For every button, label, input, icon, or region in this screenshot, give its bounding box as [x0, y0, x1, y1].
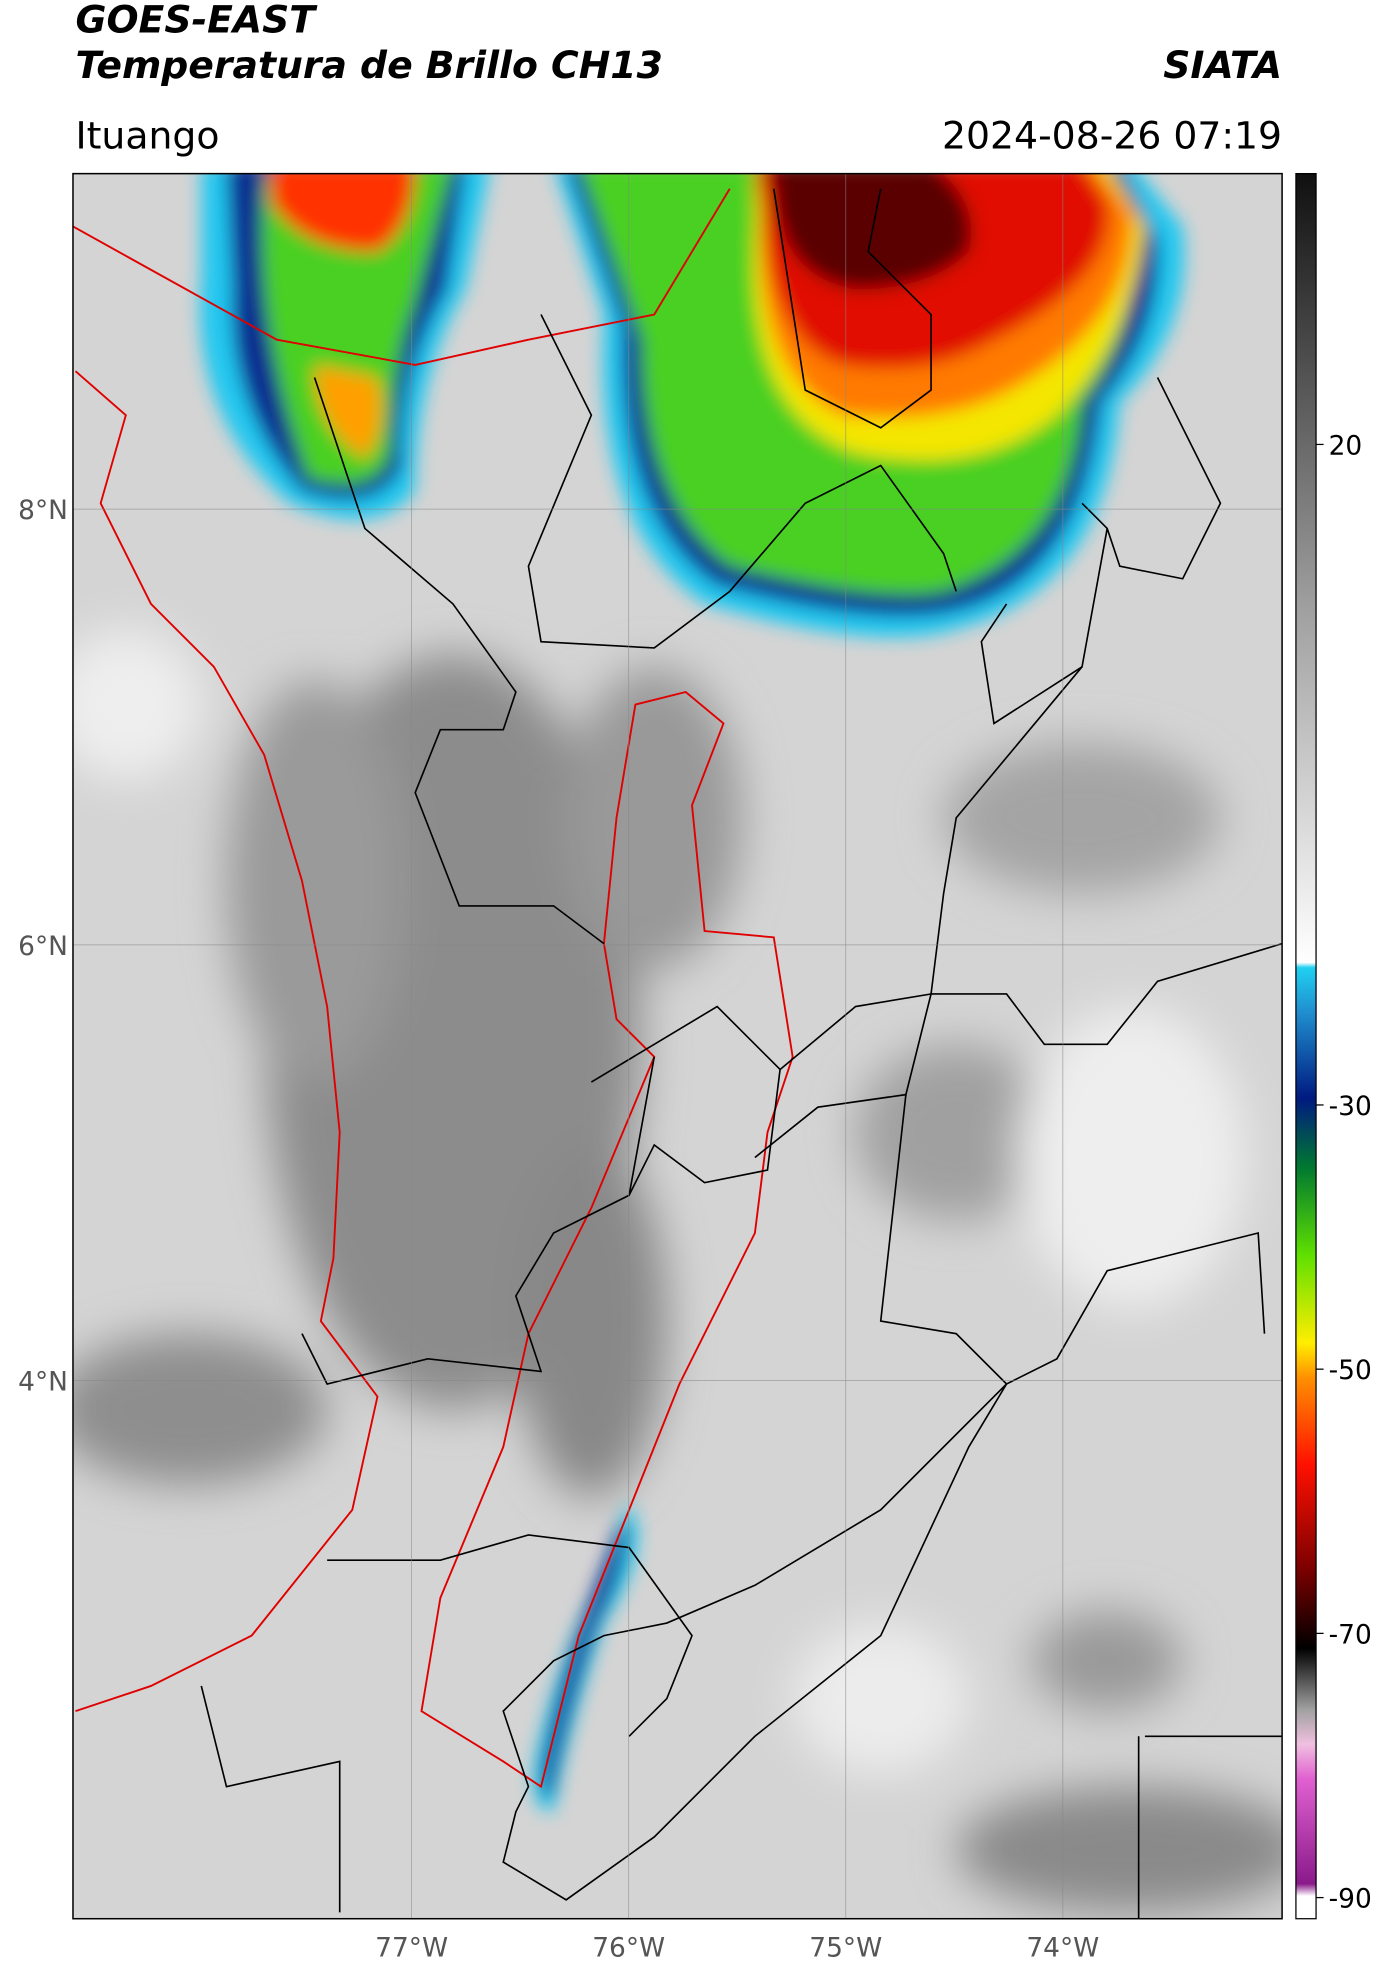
- colorbar: [1295, 172, 1317, 1920]
- lon-tick-label: 74°W: [1026, 1932, 1099, 1963]
- colorbar-tick-label: -90: [1329, 1884, 1372, 1915]
- cold-clouds: [199, 173, 1185, 1812]
- title: GOES-EAST: [75, 0, 318, 42]
- red-boundaries: [72, 188, 794, 1789]
- cloud-field: [72, 629, 1283, 1913]
- colorbar-tick-label: -70: [1329, 1619, 1372, 1650]
- location: Ituango: [75, 113, 219, 157]
- graticule: 8°N 6°N 4°N 77°W 76°W 75°W 74°W: [18, 173, 1283, 1963]
- source: SIATA: [1163, 43, 1282, 87]
- subtitle: Temperatura de Brillo CH13: [75, 43, 662, 87]
- colorbar-tick-label: -30: [1329, 1091, 1372, 1122]
- colorbar-tick-label: 20: [1329, 431, 1363, 462]
- lat-tick-label: 4°N: [18, 1367, 68, 1398]
- lon-tick-label: 77°W: [375, 1932, 448, 1963]
- lon-tick-label: 75°W: [809, 1932, 882, 1963]
- map-frame: [72, 172, 1283, 1920]
- lon-tick-label: 76°W: [592, 1932, 665, 1963]
- lat-tick-label: 8°N: [18, 495, 68, 526]
- black-boundaries: [200, 188, 1283, 1919]
- datetime: 2024-08-26 07:19: [942, 113, 1282, 157]
- colorbar-tick-label: -50: [1329, 1355, 1372, 1386]
- map: [72, 173, 1283, 1919]
- lat-tick-label: 6°N: [18, 931, 68, 962]
